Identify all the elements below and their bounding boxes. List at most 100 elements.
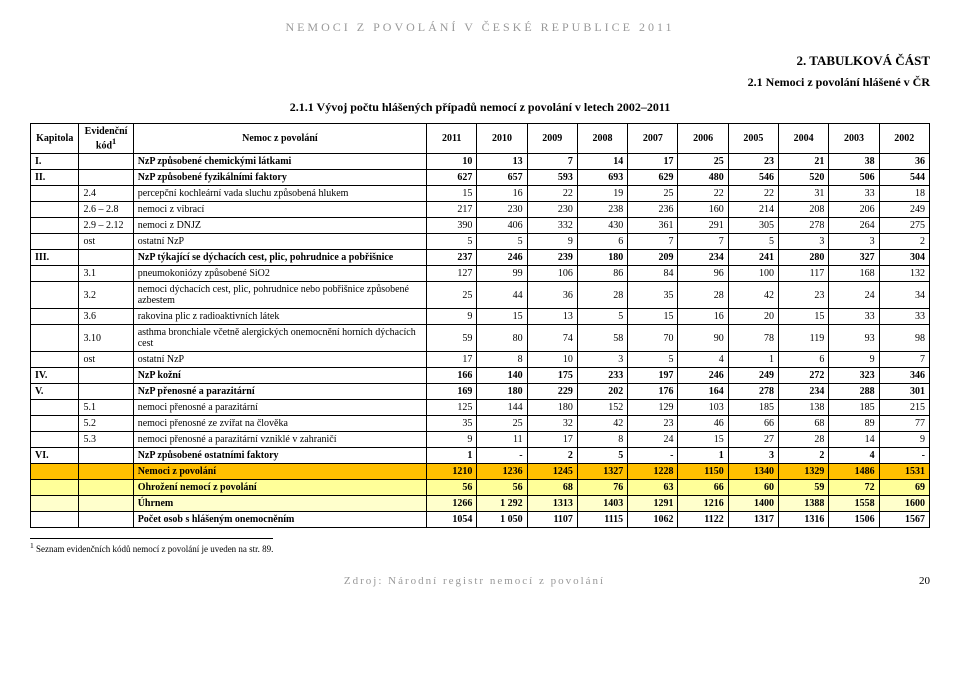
cell-label: NzP způsobené fyzikálními faktory [133,170,426,186]
cell-value: 32 [527,416,577,432]
subsection-title: 2.1 Nemoci z povolání hlášené v ČR [30,75,930,90]
cell-kod [79,480,133,496]
col-year: 2011 [427,124,477,154]
cell-value: 19 [577,186,627,202]
cell-value: 56 [427,480,477,496]
cell-value: 66 [678,480,728,496]
cell-kapitola [31,416,79,432]
cell-value: 80 [477,325,527,352]
cell-label: nemoci přenosné ze zvířat na člověka [133,416,426,432]
cell-value: 176 [628,384,678,400]
cell-value: 23 [728,154,778,170]
cell-value: 238 [577,202,627,218]
cell-value: 202 [577,384,627,400]
col-year: 2007 [628,124,678,154]
cell-kod: 2.9 – 2.12 [79,218,133,234]
cell-kod [79,250,133,266]
cell-value: 197 [628,368,678,384]
cell-value: 14 [829,432,879,448]
cell-value: 1531 [879,464,929,480]
table-row: VI.NzP způsobené ostatními faktory1-25-1… [31,448,930,464]
cell-value: 304 [879,250,929,266]
cell-label: NzP týkající se dýchacích cest, plic, po… [133,250,426,266]
cell-value: 140 [477,368,527,384]
cell-label: ostatní NzP [133,352,426,368]
cell-value: 1122 [678,512,728,528]
cell-value: 1266 [427,496,477,512]
cell-value: 230 [527,202,577,218]
table-row: IV.NzP kožní1661401752331972462492723233… [31,368,930,384]
cell-value: 46 [678,416,728,432]
cell-label: nemoci z DNJZ [133,218,426,234]
cell-value: 1 [427,448,477,464]
cell-value: 264 [829,218,879,234]
col-year: 2010 [477,124,527,154]
cell-value: 693 [577,170,627,186]
cell-kapitola [31,480,79,496]
cell-value: 1486 [829,464,879,480]
cell-kod [79,464,133,480]
cell-value: 5 [577,448,627,464]
cell-value: 77 [879,416,929,432]
table-row: Ohrožení nemocí z povolání56566876636660… [31,480,930,496]
cell-kapitola: III. [31,250,79,266]
cell-value: 278 [728,384,778,400]
table-row: 5.2nemoci přenosné ze zvířat na člověka 3… [31,416,930,432]
table-row: Počet osob s hlášeným onemocněním10541 0… [31,512,930,528]
cell-value: 236 [628,202,678,218]
cell-value: 9 [527,234,577,250]
cell-value: 233 [577,368,627,384]
cell-value: 593 [527,170,577,186]
cell-kod: 3.10 [79,325,133,352]
cell-value: 22 [678,186,728,202]
cell-value: 44 [477,282,527,309]
cell-kod [79,170,133,186]
cell-kapitola: VI. [31,448,79,464]
col-year: 2006 [678,124,728,154]
col-kod: Evidenční kód1 [79,124,133,154]
cell-value: 132 [879,266,929,282]
cell-value: 68 [527,480,577,496]
cell-value: 25 [427,282,477,309]
cell-value: 5 [628,352,678,368]
cell-value: 23 [628,416,678,432]
cell-value: 520 [779,170,829,186]
table-row: 3.2nemoci dýchacích cest, plic, pohrudni… [31,282,930,309]
cell-value: 280 [779,250,829,266]
table-row: 3.1pneumokoniózy způsobené SiO2127991068… [31,266,930,282]
page-number: 20 [919,575,930,587]
table-row: Nemoci z povolání12101236124513271228115… [31,464,930,480]
section-title: 2. TABULKOVÁ ČÁST [30,53,930,69]
cell-value: 1216 [678,496,728,512]
cell-value: 217 [427,202,477,218]
cell-value: 36 [879,154,929,170]
cell-value: 74 [527,325,577,352]
cell-value: 100 [728,266,778,282]
cell-value: 127 [427,266,477,282]
cell-value: 13 [477,154,527,170]
cell-value: 16 [477,186,527,202]
cell-kod: 5.2 [79,416,133,432]
table-row: 5.1nemoci přenosné a parazitární12514418… [31,400,930,416]
cell-value: 1506 [829,512,879,528]
cell-label: percepční kochleární vada sluchu způsobe… [133,186,426,202]
cell-value: 60 [728,480,778,496]
table-title: 2.1.1 Vývoj počtu hlášených případů nemo… [30,100,930,115]
cell-value: 1403 [577,496,627,512]
cell-value: 2 [527,448,577,464]
cell-label: nemoci dýchacích cest, plic, pohrudnice … [133,282,426,309]
cell-value: 16 [678,309,728,325]
table-row: III. NzP týkající se dýchacích cest, plic… [31,250,930,266]
cell-value: 1107 [527,512,577,528]
cell-value: 138 [779,400,829,416]
cell-value: 1313 [527,496,577,512]
cell-value: 144 [477,400,527,416]
cell-value: 72 [829,480,879,496]
cell-value: 480 [678,170,728,186]
cell-kapitola [31,282,79,309]
cell-value: 9 [829,352,879,368]
cell-value: 90 [678,325,728,352]
table-row: 2.4percepční kochleární vada sluchu způs… [31,186,930,202]
col-kod-label: Evidenční kód [85,126,128,151]
cell-kod: 2.6 – 2.8 [79,202,133,218]
